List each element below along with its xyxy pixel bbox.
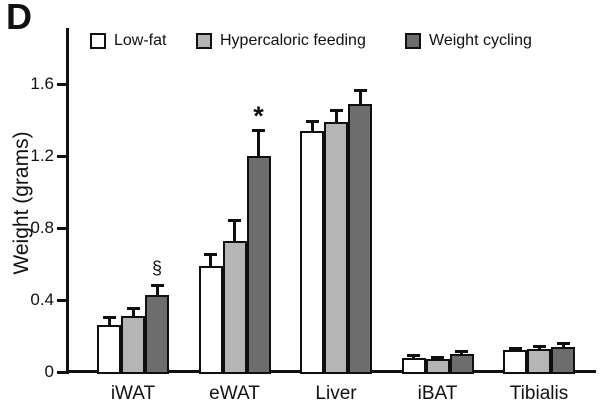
error-bar-cap-weight-cycling-ibat [455,350,468,354]
bar-hypercaloric-feeding-liver [324,121,348,374]
error-bar-hypercaloric-feeding-tibialis [537,346,541,350]
error-bar-low-fat-iwat [107,318,111,327]
x-axis-category-label-iwat: iWAT [110,383,156,404]
significance-symbol-ewat: * [253,100,264,131]
x-axis-category-label-ewat: eWAT [209,383,260,404]
y-axis-line [66,28,69,374]
bar-weight-cycling-iwat [145,294,169,374]
error-bar-cap-hypercaloric-feeding-tibialis [532,344,546,348]
x-axis-category-label-tibialis: Tibialis [509,383,569,404]
y-axis-tick [57,154,66,158]
error-bar-low-fat-ibat [412,355,415,359]
error-bar-weight-cycling-liver [358,91,362,105]
legend-label-low-fat: Low-fat [114,32,167,49]
error-bar-weight-cycling-ibat [460,352,463,355]
y-axis-tick-label: 0.8 [30,218,54,237]
error-bar-low-fat-liver [310,121,314,132]
legend-label-hypercaloric-feeding: Hypercaloric feeding [220,32,366,49]
bar-low-fat-ewat [198,265,223,374]
error-bar-cap-low-fat-ibat [407,353,420,357]
legend-item-weight-cycling: Weight cycling [405,33,532,49]
bar-low-fat-ibat [401,357,426,374]
error-bar-cap-weight-cycling-iwat [150,283,164,287]
error-bar-cap-weight-cycling-tibialis [556,342,570,346]
error-bar-cap-hypercaloric-feeding-ewat [228,218,241,222]
error-bar-cap-low-fat-iwat [102,316,116,319]
legend-swatch-low-fat [90,33,106,49]
bar-weight-cycling-ewat [246,156,271,374]
error-bar-hypercaloric-feeding-liver [334,111,338,123]
error-bar-low-fat-tibialis [513,348,517,352]
legend-swatch-hypercaloric-feeding [196,33,212,49]
error-bar-hypercaloric-feeding-ewat [233,220,236,242]
legend-label-weight-cycling: Weight cycling [429,32,532,49]
y-axis-tick-label: 1.2 [30,146,54,165]
error-bar-weight-cycling-iwat [155,285,159,296]
bar-hypercaloric-feeding-ibat [425,359,450,374]
bar-weight-cycling-ibat [449,354,474,374]
bar-low-fat-iwat [97,325,121,374]
legend-item-hypercaloric-feeding: Hypercaloric feeding [196,33,366,49]
y-axis-tick [57,298,66,302]
bar-hypercaloric-feeding-ewat [222,240,247,374]
bar-hypercaloric-feeding-iwat [121,316,145,374]
bar-weight-cycling-tibialis [551,346,575,374]
y-axis-tick [57,370,66,374]
bar-hypercaloric-feeding-tibialis [527,348,551,374]
y-axis-tick [57,82,66,86]
y-axis-tick-label: 1.6 [30,74,54,93]
y-axis-tick [57,226,66,230]
error-bar-cap-hypercaloric-feeding-iwat [126,307,140,310]
error-bar-cap-low-fat-tibialis [508,346,522,350]
error-bar-hypercaloric-feeding-iwat [131,309,135,318]
error-bar-cap-weight-cycling-ewat [252,128,265,132]
error-bar-hypercaloric-feeding-ibat [436,357,439,361]
error-bar-weight-cycling-tibialis [561,344,565,348]
error-bar-cap-low-fat-ewat [204,253,217,256]
error-bar-cap-hypercaloric-feeding-ibat [431,355,444,359]
error-bar-cap-weight-cycling-liver [353,89,367,93]
error-bar-low-fat-ewat [209,255,212,267]
y-axis-tick-label: 0.4 [30,290,54,309]
error-bar-cap-low-fat-liver [305,119,319,123]
x-axis-category-label-ibat: iBAT [417,383,458,404]
bar-low-fat-tibialis [503,350,527,374]
legend-swatch-weight-cycling [405,33,421,49]
bar-weight-cycling-liver [348,103,372,374]
panel-label: D [6,0,32,37]
legend-item-low-fat: Low-fat [90,33,166,49]
error-bar-weight-cycling-ewat [257,130,260,157]
error-bar-cap-hypercaloric-feeding-liver [329,109,343,112]
significance-symbol-iwat: § [151,257,162,278]
bar-low-fat-liver [300,130,324,374]
x-axis-category-label-liver: Liver [315,383,357,404]
y-axis-tick-label: 0 [44,362,54,381]
